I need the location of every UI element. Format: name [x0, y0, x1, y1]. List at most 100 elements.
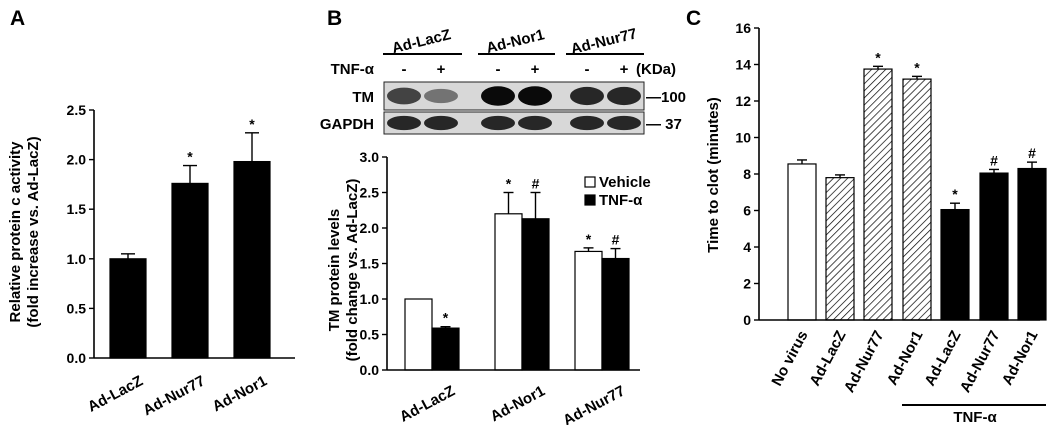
blot-lane-sign: -	[402, 61, 407, 78]
legend-swatch-tnf	[584, 194, 596, 206]
panel-a-ylabel-line2: (fold increase vs. Ad-LacZ)	[25, 136, 42, 327]
panel-b-category-labels: Ad-LacZ Ad-Nor1 Ad-Nur77	[397, 383, 628, 425]
panel-c-axes	[758, 28, 1040, 321]
western-blot: Ad-LacZ Ad-Nor1 Ad-Nur77 TNF-α (KDa) - + - + -…	[320, 25, 686, 135]
panel-a-bar	[109, 258, 147, 359]
panel-b-legend: Vehicle TNF-α	[584, 174, 651, 209]
tnf-group-label: TNF-α	[953, 409, 997, 425]
panel-c-significance-mark: *	[952, 186, 958, 202]
panel-a: A Relative protein c activity (fold incr…	[7, 7, 295, 419]
panel-a-bars: **	[109, 116, 271, 359]
panel-a-y-tick-label: 1.5	[67, 201, 87, 217]
legend-label-tnf: TNF-α	[599, 192, 643, 209]
panel-a-y-tick-label: 1.0	[67, 251, 87, 267]
panel-b-significance-mark: #	[532, 176, 540, 192]
panel-c-ticks: 0 2 4 6 8 10 12 14 16	[735, 20, 759, 328]
blot-unit-label: (KDa)	[636, 61, 676, 78]
panel-c-category-label: Ad-LacZ	[806, 328, 849, 389]
blot-band	[424, 115, 458, 131]
blot-band	[518, 86, 552, 106]
panel-c-bar	[863, 68, 893, 321]
panel-c-category-label: No virus	[768, 328, 811, 389]
blot-lane-sign: +	[437, 61, 446, 78]
panel-a-ylabel-line1: Relative protein c activity	[7, 141, 24, 323]
panel-b-bar	[494, 213, 523, 371]
panel-b-category-label: Ad-Nor1	[488, 383, 548, 425]
blot-lane-sign: -	[496, 61, 501, 78]
panel-c-ylabel: Time to clot (minutes)	[705, 97, 722, 253]
panel-a-significance-mark: *	[249, 116, 255, 132]
panel-c-bars: * * * # #	[787, 49, 1047, 321]
panel-a-y-tick-label: 2.0	[67, 152, 87, 168]
blot-marker-label: — 37	[646, 116, 682, 133]
panel-b-ticks: 0.0 0.5 1.0 1.5 2.0 2.5 3.0	[360, 149, 387, 378]
panel-c-y-tick-label: 10	[735, 130, 751, 146]
panel-b-y-tick-label: 0.5	[360, 327, 380, 343]
panel-c: C Time to clot (minutes) 0 2 4 6 8 10 12 14 16 *…	[686, 7, 1047, 425]
blot-lane-sign: +	[620, 61, 629, 78]
panel-letter-a: A	[10, 7, 25, 30]
panel-letter-b: B	[327, 7, 342, 30]
panel-c-bar	[902, 78, 932, 321]
panel-a-y-tick-label: 0.5	[67, 300, 87, 316]
panel-a-bar	[171, 182, 209, 359]
blot-band	[570, 115, 604, 131]
blot-band	[518, 115, 552, 131]
blot-marker-label: —100	[646, 89, 686, 106]
panel-a-y-tick-label: 2.5	[67, 102, 87, 118]
panel-b-bar	[601, 257, 630, 371]
panel-b-significance-mark: *	[443, 310, 449, 326]
blot-band	[481, 86, 515, 106]
panel-c-category-label: Ad-Nur77	[957, 328, 1004, 396]
legend-swatch-vehicle	[584, 176, 596, 188]
panel-b-axes	[386, 157, 640, 371]
panel-c-bar	[787, 163, 817, 321]
panel-b-y-tick-label: 0.0	[360, 362, 380, 378]
panel-c-y-tick-label: 8	[743, 166, 751, 182]
blot-group-labels: Ad-LacZ Ad-Nor1 Ad-Nur77	[383, 25, 644, 58]
panel-b-bars: * * # * #	[404, 176, 630, 371]
blot-row-label: TM	[352, 89, 374, 106]
panel-b-bar	[574, 250, 603, 371]
panel-c-y-tick-label: 0	[743, 312, 751, 328]
panel-b-bar	[431, 327, 460, 371]
blot-lane-sign: -	[585, 61, 590, 78]
blot-group-label: Ad-LacZ	[390, 26, 452, 57]
panel-c-y-tick-label: 16	[735, 20, 751, 36]
blot-band	[387, 87, 421, 105]
panel-b-category-label: Ad-Nur77	[560, 383, 628, 425]
panel-a-category-label: Ad-Nur77	[140, 373, 208, 420]
panel-c-y-tick-label: 4	[743, 239, 751, 255]
blot-band	[481, 115, 515, 131]
panel-c-category-label: Ad-LacZ	[921, 328, 964, 389]
panel-c-bar	[979, 172, 1009, 321]
panel-c-category-label: Ad-Nor1	[884, 328, 927, 388]
panel-a-y-tick-label: 0.0	[67, 350, 87, 366]
blot-lane-signs: - + - + - +	[402, 61, 629, 78]
blot-band	[424, 88, 458, 104]
panel-b-y-tick-label: 2.0	[360, 220, 380, 236]
panel-b-significance-mark: *	[586, 231, 592, 247]
panel-b-ylabel: TM protein levels (fold change vs. Ad-La…	[326, 179, 361, 362]
panel-c-bar	[940, 208, 970, 321]
blot-band	[607, 115, 641, 131]
blot-band	[607, 86, 641, 106]
panel-c-bar	[825, 177, 855, 321]
blot-row-label: GAPDH	[320, 116, 374, 133]
panel-c-y-tick-label: 6	[743, 203, 751, 219]
panel-c-significance-mark: #	[1028, 145, 1036, 161]
panel-c-significance-mark: *	[875, 49, 881, 65]
panel-a-ylabel: Relative protein c activity (fold increa…	[7, 136, 42, 327]
blot-group-label: Ad-Nor1	[485, 26, 547, 57]
panel-a-ticks: 0.0 0.5 1.0 1.5 2.0 2.5	[67, 102, 94, 366]
panel-c-bar	[1017, 167, 1047, 321]
panel-b-y-tick-label: 1.5	[360, 256, 380, 272]
panel-b-significance-mark: *	[506, 176, 512, 192]
panel-b-bar	[521, 218, 550, 371]
blot-lane-sign: +	[531, 61, 540, 78]
panel-b-ylabel-line1: TM protein levels	[326, 209, 343, 332]
panel-c-significance-mark: #	[990, 152, 998, 168]
panel-b-bar	[404, 298, 433, 371]
panel-a-category-label: Ad-Nor1	[210, 373, 270, 416]
